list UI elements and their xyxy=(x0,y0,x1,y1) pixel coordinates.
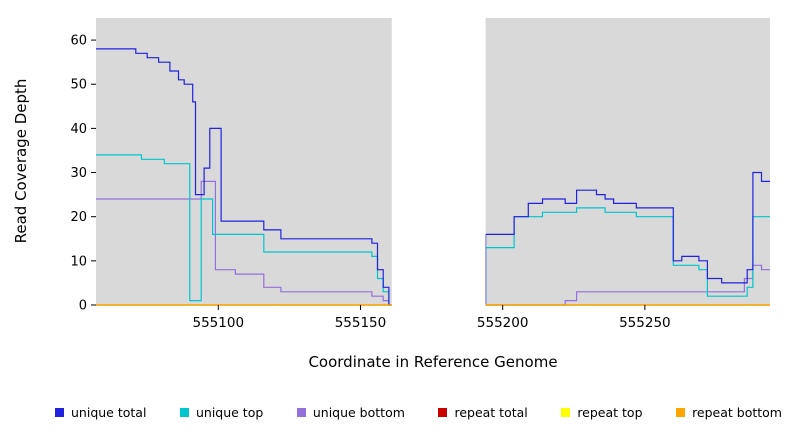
legend-swatch-icon xyxy=(296,407,306,417)
legend-swatch-icon xyxy=(561,407,571,417)
y-tick-label: 20 xyxy=(70,210,87,225)
legend: unique total unique top unique bottom repea… xyxy=(0,401,792,423)
y-tick-label: 40 xyxy=(70,122,87,137)
legend-swatch-icon xyxy=(179,407,189,417)
y-tick-label: 10 xyxy=(70,254,87,269)
y-axis-title: Read Coverage Depth xyxy=(12,78,30,244)
x-tick-label: 555150 xyxy=(335,315,387,331)
legend-swatch-icon xyxy=(676,407,686,417)
x-axis-title: Coordinate in Reference Genome xyxy=(308,353,558,371)
x-tick-label: 555100 xyxy=(193,315,245,331)
legend-item: unique top xyxy=(179,404,264,420)
legend-item: repeat total xyxy=(438,404,528,420)
legend-label: unique bottom xyxy=(312,404,405,420)
legend-item: unique bottom xyxy=(296,404,405,420)
legend-item: unique total xyxy=(55,405,146,420)
legend-item: repeat bottom xyxy=(676,405,782,420)
legend-item: repeat top xyxy=(561,404,643,420)
coverage-plot: 0 10 20 30 40 50 60 555100 555150 555200 555250 xyxy=(70,17,770,331)
series-unique-total xyxy=(96,48,770,306)
legend-label: unique top xyxy=(195,404,264,420)
masked-region xyxy=(391,17,486,307)
y-tick-label: 0 xyxy=(79,299,87,314)
x-tick-label: 555200 xyxy=(477,315,529,331)
legend-label: repeat bottom xyxy=(692,404,782,420)
legend-swatch-icon xyxy=(438,407,448,417)
legend-swatch-icon xyxy=(55,407,64,417)
legend-label: unique total xyxy=(71,404,147,420)
y-tick-label: 30 xyxy=(70,166,87,181)
legend-label: repeat total xyxy=(454,404,528,420)
legend-label: repeat top xyxy=(577,404,643,420)
y-tick-label: 60 xyxy=(70,34,87,49)
x-tick-label: 555250 xyxy=(619,315,671,331)
y-tick-label: 50 xyxy=(70,78,87,93)
